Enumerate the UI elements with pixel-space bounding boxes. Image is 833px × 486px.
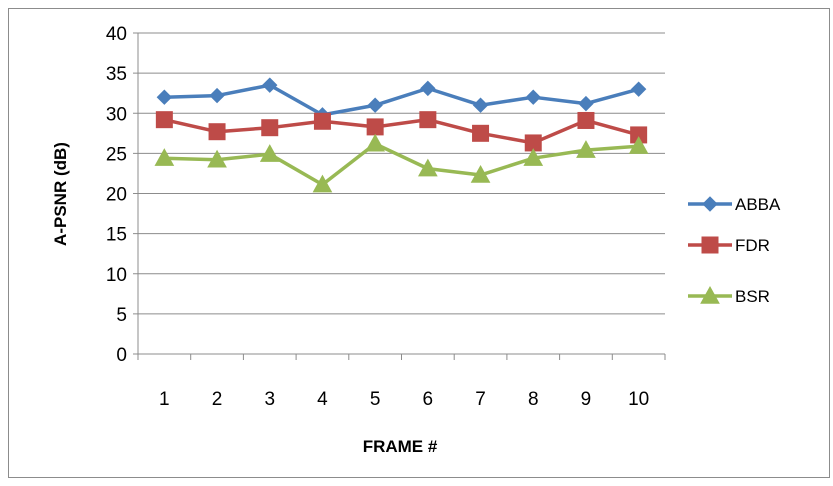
data-point-fdr [577,111,595,129]
data-point-bsr [259,144,280,162]
series-lines [154,77,649,193]
series-line-bsr [164,141,639,187]
x-tick-label: 6 [423,389,434,410]
data-point-abba [525,89,541,105]
legend-label-fdr: FDR [735,236,770,255]
data-point-bsr [576,140,596,158]
data-point-bsr [523,148,544,166]
y-tick-label: 15 [106,225,127,246]
data-point-abba [156,89,173,105]
axes [133,32,666,360]
data-point-fdr [419,111,437,129]
data-point-abba [209,87,225,104]
data-point-bsr [628,136,649,154]
data-point-bsr [365,133,385,152]
series-line-fdr [163,117,640,145]
x-tick-label: 4 [317,389,328,410]
y-tick-label: 0 [116,345,127,366]
data-point-abba [630,81,647,97]
y-tick-label: 25 [106,144,127,165]
y-tick-label: 35 [106,64,127,85]
y-tick-label: 20 [106,185,127,206]
data-point-fdr [313,112,331,130]
data-point-bsr [470,165,491,183]
data-point-fdr [208,123,226,141]
data-point-abba [578,95,594,112]
data-point-abba [262,77,278,93]
series-line-abba [164,83,640,117]
data-point-fdr [261,119,279,137]
x-tick-label: 7 [475,389,486,410]
data-point-bsr [207,149,227,168]
x-tick-label: 10 [628,389,649,410]
y-tick-labels: 0 5 10 15 20 25 30 35 40 [106,24,127,366]
legend-marker-bsr [700,285,720,304]
x-tick-label: 9 [581,389,592,410]
data-point-bsr [312,174,333,193]
data-point-abba [367,97,383,113]
x-tick-label: 5 [370,389,381,410]
data-point-fdr [155,111,173,129]
gridlines [138,32,665,315]
x-tick-label: 2 [212,389,223,410]
legend-marker-fdr [701,236,719,254]
y-tick-label: 30 [106,104,127,125]
legend-label-abba: ABBA [735,195,781,214]
y-tick-label: 40 [106,24,127,45]
legend: ABBA FDR BSR [688,195,781,306]
chart-frame [8,8,830,478]
legend-label-bsr: BSR [735,287,770,306]
y-axis-title: A-PSNR (dB) [51,142,70,246]
data-point-fdr [366,118,384,136]
y-tick-label: 5 [116,305,127,326]
x-axis-title: FRAME # [363,437,438,456]
x-tick-label: 3 [264,389,275,410]
x-tick-label: 8 [528,389,539,410]
data-point-abba [472,97,489,113]
data-point-abba [420,80,436,97]
x-tick-labels: 1 2 3 4 5 6 7 8 9 10 [159,389,649,410]
y-tick-label: 10 [106,265,127,286]
data-point-fdr [472,124,490,142]
x-tick-label: 1 [159,389,170,410]
data-point-bsr [418,158,438,177]
data-point-bsr [154,148,175,166]
legend-marker-abba [702,196,718,212]
